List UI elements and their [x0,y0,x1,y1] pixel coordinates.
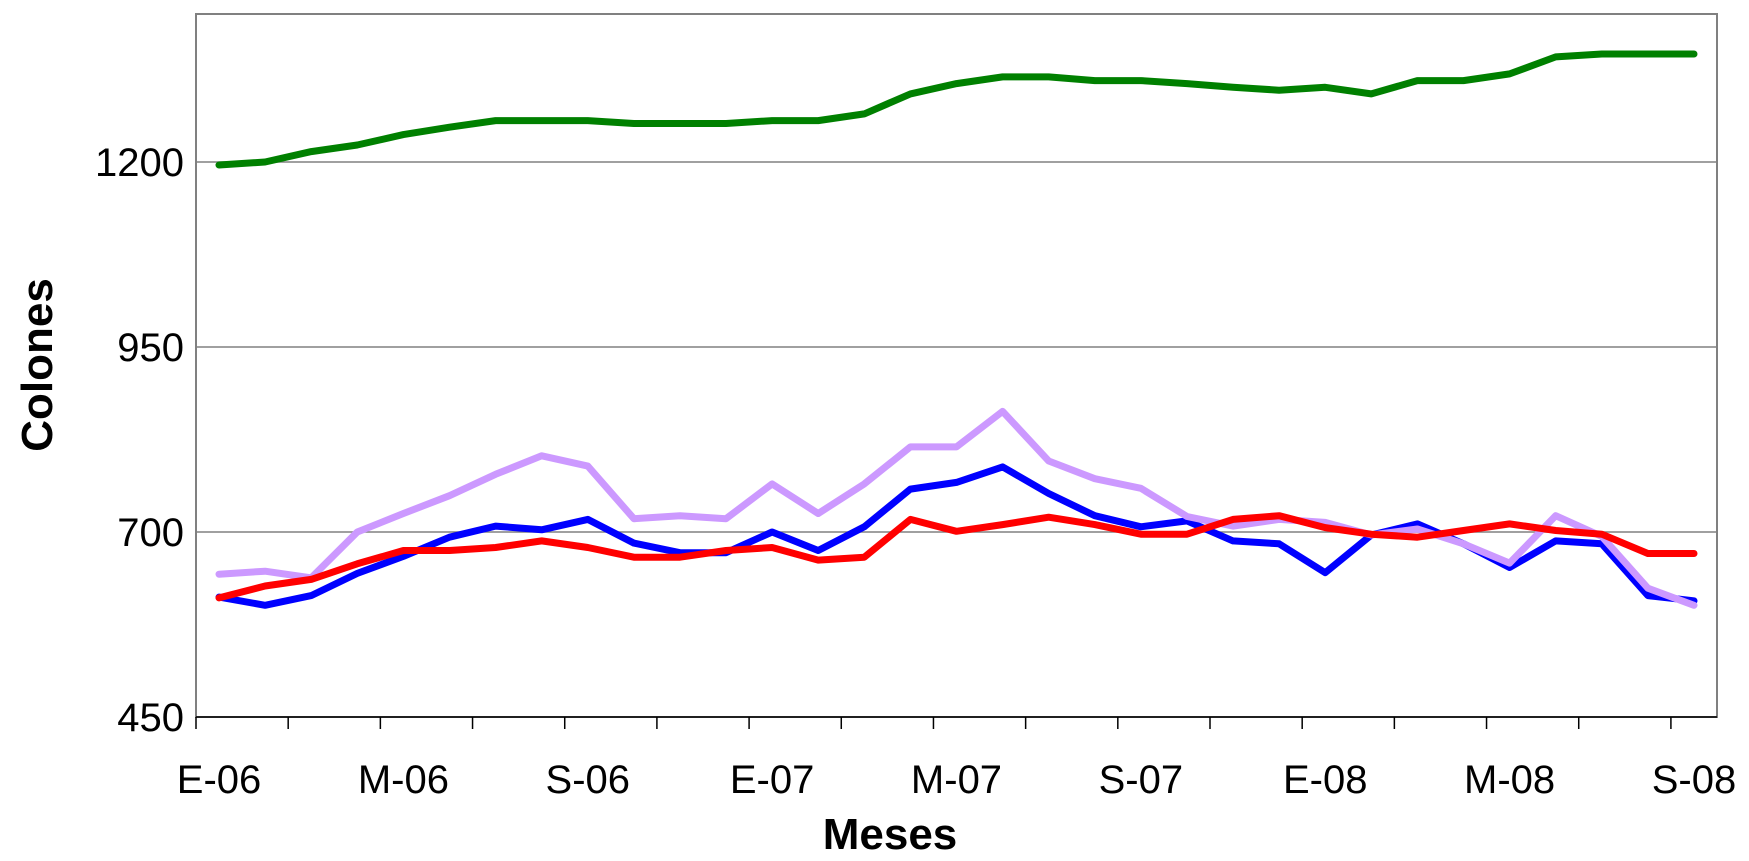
series-line-3 [215,407,1698,609]
x-tick-label: S-08 [1652,758,1737,802]
x-tick-label: S-06 [546,758,631,802]
y-tick-label: 450 [117,696,184,740]
x-tick-labels: E-06 M-06 S-06 E-07 M-07 S-07 E-08 M-08 S-08 [177,758,1736,802]
axes [195,716,1717,729]
series-lines [215,50,1698,609]
x-tick-label: S-07 [1099,758,1184,802]
x-axis-title: Meses [823,810,958,859]
x-tick-label: E-06 [177,758,262,802]
y-axis-title: Colones [13,278,62,452]
series-line-4 [215,512,1698,602]
x-tick-label: M-08 [1464,758,1555,802]
x-tick-label: E-07 [730,758,815,802]
plot-area [195,13,1718,718]
y-tick-labels: 450 700 950 1200 [95,141,184,740]
y-tick-label: 950 [117,326,184,370]
y-tick-label: 700 [117,511,184,555]
x-tick-label: M-06 [358,758,449,802]
x-tick-label: M-07 [911,758,1002,802]
x-tick-label: E-08 [1283,758,1368,802]
y-tick-label: 1200 [95,141,184,185]
series-line-1 [215,50,1698,169]
